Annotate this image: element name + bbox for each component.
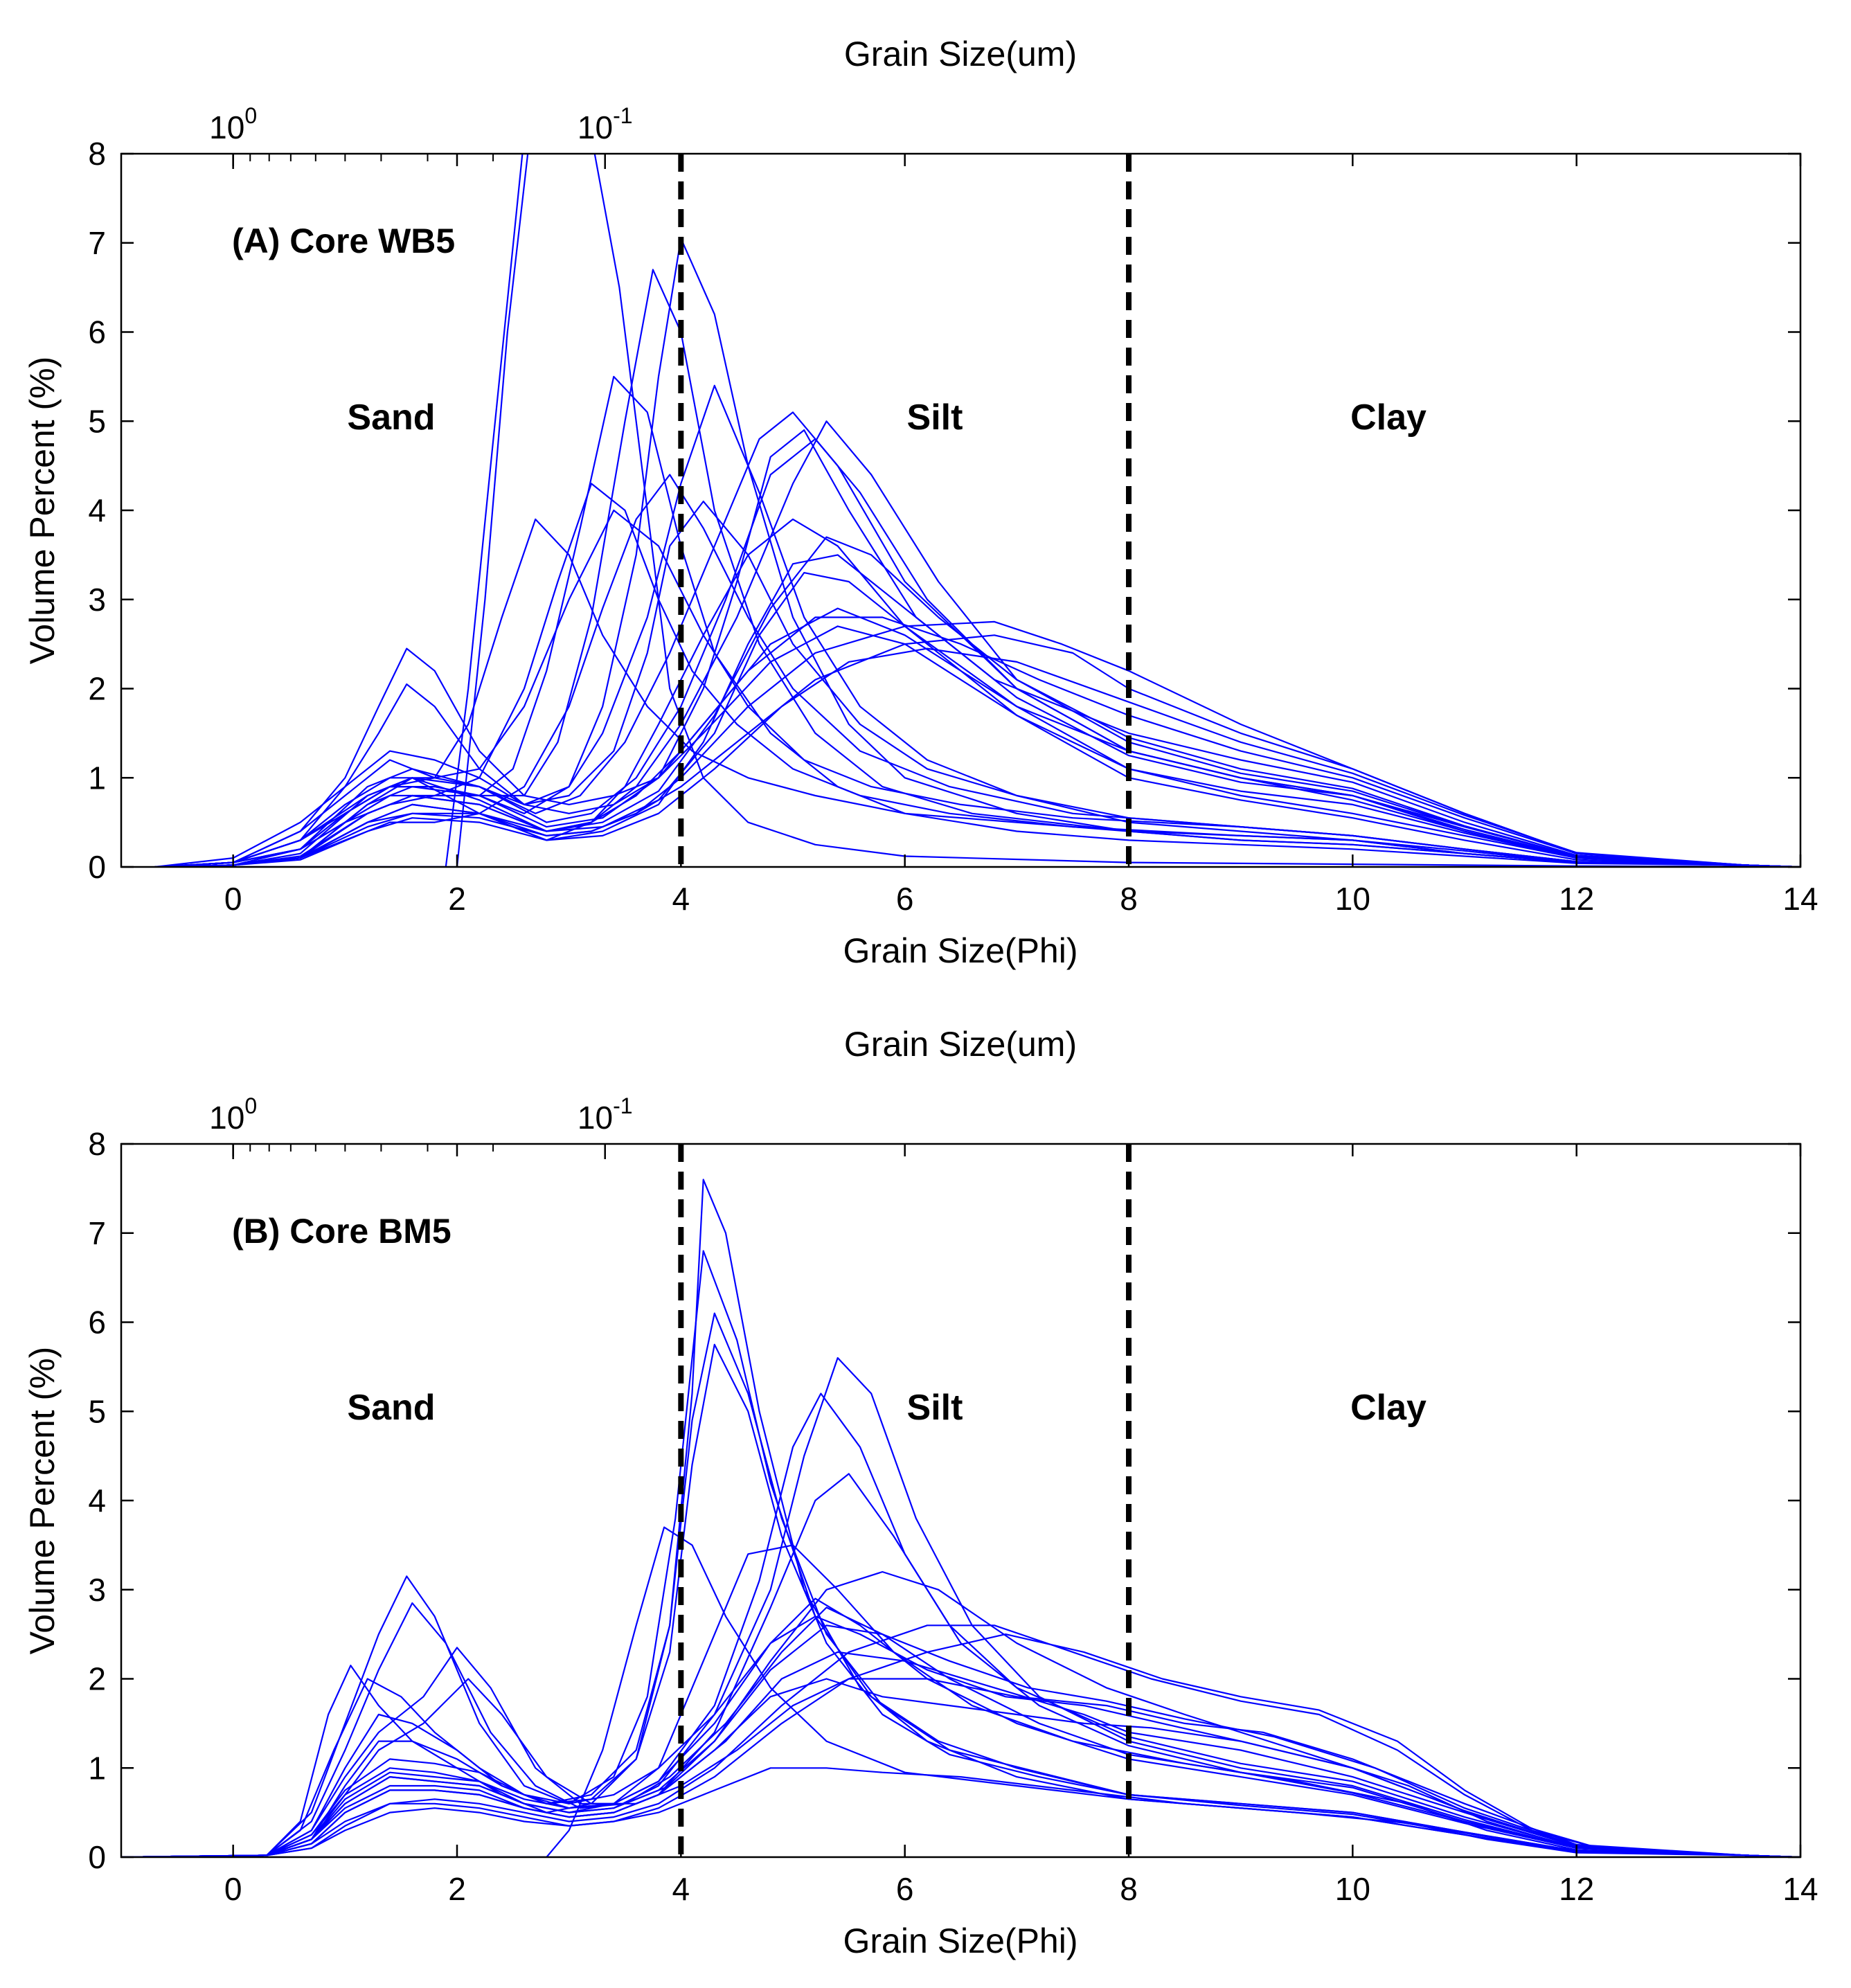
panel-a-series-line [154,429,1800,867]
panel-b-series-group [121,1179,1800,1857]
panel-b-y-tick-label: 4 [88,1483,106,1519]
panel-a-y-tick-label: 5 [88,403,106,439]
panel-a-x-tick-label: 6 [896,881,914,917]
panel-b-top-axis-title: Grain Size(um) [844,1025,1077,1064]
panel-a-series-line [154,518,1800,867]
panel-a-series-line [154,616,1800,867]
panel-b-label: (B) Core BM5 [232,1212,451,1251]
panel-a-y-tick-label: 6 [88,314,106,350]
panel-a-series-line [593,154,1800,867]
panel-a-y-tick-label: 3 [88,582,106,618]
panel-b-region-clay: Clay [1350,1388,1427,1428]
panel-b-core-bm5: Grain Size(um) Grain Size(Phi) Volume Pe… [23,1025,1818,1960]
panel-a-x-tick-label: 4 [672,881,690,917]
panel-b-y-tick-label: 6 [88,1305,106,1341]
panel-a-x-tick-label: 8 [1120,881,1138,917]
panel-b-series-line [121,1624,1800,1857]
panel-b-series-line [121,1393,1800,1857]
panel-a-core-wb5: Grain Size(um) Grain Size(Phi) Volume Pe… [23,35,1818,970]
panel-a-region-silt: Silt [907,397,963,438]
panel-b-x-tick-label: 6 [896,1871,914,1907]
panel-a-series-line [154,554,1800,867]
panel-a-series-line [154,572,1800,867]
panel-b-y-tick-label: 2 [88,1661,106,1697]
panel-b-y-tick-label: 1 [88,1750,106,1786]
panel-a-label: (A) Core WB5 [232,222,455,260]
panel-b-series-line [121,1678,1800,1857]
panel-b-y-tick-label: 8 [88,1126,106,1162]
panel-b-series-line [121,1633,1800,1857]
panel-a-y-axis-title: Volume Percent (%) [23,357,62,665]
panel-b-x-tick-label: 10 [1335,1871,1370,1907]
panel-a-x-tick-label: 0 [224,881,242,917]
panel-a-y-tick-label: 8 [88,136,106,172]
panel-b-series-line [121,1570,1800,1857]
panel-b-y-tick-label: 5 [88,1393,106,1429]
panel-b-series-line [121,1615,1800,1857]
panel-b-y-tick-label: 3 [88,1572,106,1608]
panel-b-x-tick-label: 4 [672,1871,690,1907]
panel-b-series-line [121,1343,1800,1857]
panel-b-x-axis-title: Grain Size(Phi) [843,1922,1078,1960]
panel-b-top-tick-label: 10-1 [578,1093,633,1136]
panel-a-x-tick-label: 10 [1335,881,1370,917]
panel-a-x-tick-label: 14 [1782,881,1818,917]
panel-a-top-axis-title: Grain Size(um) [844,35,1077,73]
panel-b-series-line [121,1544,1800,1857]
panel-b-top-tick-label: 100 [209,1093,257,1136]
panel-b-x-tick-label: 2 [448,1871,466,1907]
panel-a-y-tick-label: 2 [88,671,106,707]
panel-a-x-tick-label: 12 [1559,881,1594,917]
panel-b-region-sand: Sand [347,1388,435,1428]
panel-a-y-tick-label: 7 [88,225,106,261]
panel-a-region-sand: Sand [347,397,435,438]
panel-a-series-line [154,536,1800,867]
panel-a-series-line [154,154,529,867]
panel-b-y-axis-title: Volume Percent (%) [23,1347,62,1655]
panel-b-x-tick-label: 14 [1782,1871,1818,1907]
panel-a-series-line [154,154,524,867]
panel-a-y-tick-label: 1 [88,760,106,796]
panel-a-region-clay: Clay [1350,397,1427,438]
panel-b-series-line [121,1767,1800,1857]
panel-a-series-line [154,474,1800,867]
panel-a-top-tick-label: 100 [209,103,257,145]
panel-b-y-tick-label: 0 [88,1839,106,1875]
panel-b-x-tick-label: 8 [1120,1871,1138,1907]
panel-a-series-line [154,625,1800,867]
panel-b-series-line [121,1647,1800,1857]
panel-a-series-line [154,647,1800,867]
panel-a-series-line [154,438,1800,867]
panel-b-region-silt: Silt [907,1388,963,1428]
panel-b-x-tick-label: 12 [1559,1871,1594,1907]
panel-b-x-tick-label: 0 [224,1871,242,1907]
panel-a-y-tick-label: 4 [88,492,106,528]
panel-a-y-tick-label: 0 [88,849,106,885]
panel-b-series-line [121,1312,1800,1857]
panel-b-y-tick-label: 7 [88,1215,106,1251]
panel-a-top-tick-label: 10-1 [578,103,633,145]
panel-a-x-axis-title: Grain Size(Phi) [843,931,1078,970]
panel-a-x-tick-label: 2 [448,881,466,917]
